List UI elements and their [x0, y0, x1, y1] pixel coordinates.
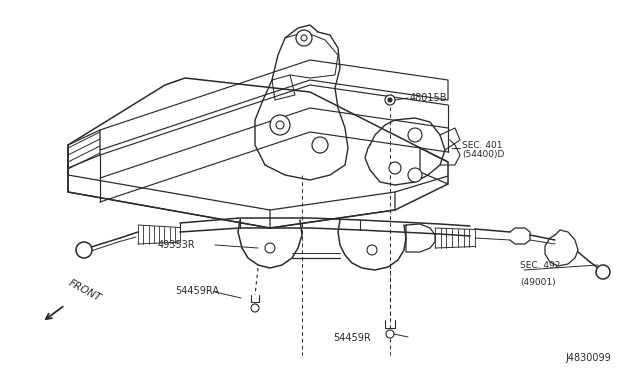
Circle shape — [386, 330, 394, 338]
Circle shape — [270, 115, 290, 135]
Text: 49353R: 49353R — [158, 240, 196, 250]
Circle shape — [312, 137, 328, 153]
Circle shape — [296, 30, 312, 46]
Circle shape — [276, 121, 284, 129]
Text: 54459R: 54459R — [333, 333, 371, 343]
Text: 54459RA: 54459RA — [175, 286, 219, 296]
Text: 48015B: 48015B — [410, 93, 447, 103]
Text: J4830099: J4830099 — [565, 353, 611, 363]
Circle shape — [301, 35, 307, 41]
Text: SEC. 492: SEC. 492 — [520, 261, 561, 270]
Circle shape — [596, 265, 610, 279]
Circle shape — [385, 95, 395, 105]
Text: FRONT: FRONT — [67, 278, 103, 303]
Circle shape — [388, 98, 392, 102]
Circle shape — [408, 128, 422, 142]
Text: (49001): (49001) — [520, 278, 556, 287]
Text: (54400)D: (54400)D — [462, 150, 504, 158]
Circle shape — [389, 162, 401, 174]
Text: SEC. 401: SEC. 401 — [462, 141, 502, 151]
Circle shape — [265, 243, 275, 253]
Circle shape — [76, 242, 92, 258]
Circle shape — [367, 245, 377, 255]
Circle shape — [408, 168, 422, 182]
Circle shape — [251, 304, 259, 312]
